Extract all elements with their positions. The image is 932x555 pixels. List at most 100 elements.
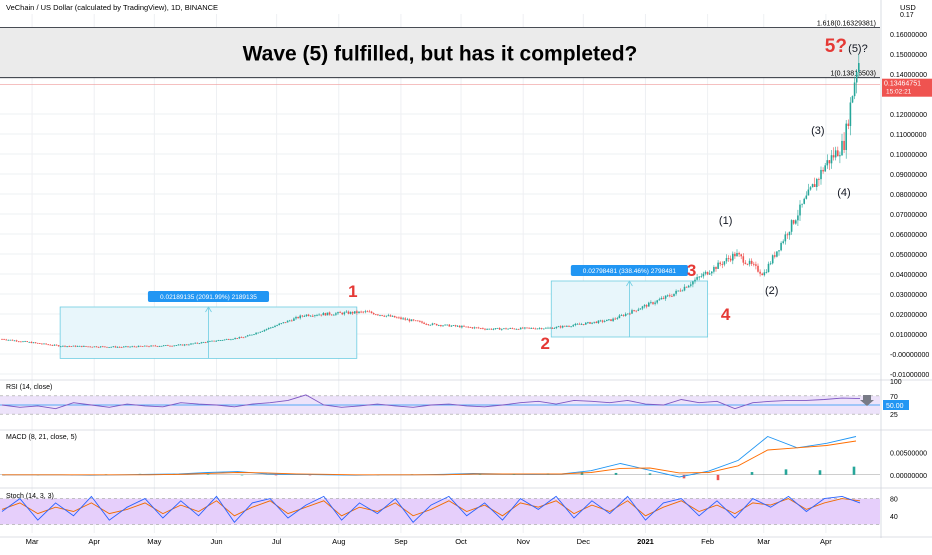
candle-body (744, 262, 747, 264)
candle-body (156, 346, 159, 347)
candle-body (643, 305, 646, 307)
wave-label: (3) (811, 125, 824, 137)
candle-body (171, 345, 173, 347)
candle-body (104, 346, 106, 348)
stoch-d-line (1, 498, 861, 517)
rsi-value-bg (883, 400, 909, 410)
candle-body (549, 327, 551, 329)
x-tick-label: Apr (820, 537, 832, 546)
candle-body (715, 267, 717, 269)
candle-body (837, 150, 839, 157)
candle-body (652, 302, 654, 304)
candle-body (608, 319, 610, 321)
candle-body (631, 310, 633, 314)
candle-body (400, 317, 402, 319)
macd-hist-bar (682, 474, 686, 479)
candle-body (97, 347, 100, 348)
candle-body (223, 339, 226, 341)
candle-body (765, 272, 768, 273)
candle-body (851, 96, 854, 103)
candle-body (91, 346, 94, 348)
candle-body (721, 264, 724, 265)
candle-body (78, 345, 81, 347)
candle-body (316, 315, 318, 316)
candle-body (112, 346, 115, 348)
candle-body (1, 339, 3, 340)
candle-body (450, 325, 453, 327)
candle-body (160, 345, 163, 347)
fib-label-1: 1(0.13816503) (830, 71, 876, 78)
candle-body (820, 169, 822, 180)
candle-body (366, 311, 369, 313)
candle-body (221, 340, 224, 341)
candle-body (228, 339, 230, 340)
candle-body (320, 314, 322, 316)
candle-body (509, 328, 511, 329)
candle-body (543, 328, 545, 330)
candle-body (673, 293, 675, 297)
candle-body (482, 328, 484, 329)
x-tick-label: May (147, 537, 161, 546)
candle-body (834, 150, 837, 158)
candle-body (656, 300, 658, 303)
candle-body (839, 155, 841, 157)
candle-body (158, 346, 161, 347)
candle-body (433, 323, 436, 325)
candle-body (379, 314, 381, 316)
candle-body (734, 253, 736, 257)
macd-line (2, 435, 857, 478)
y-tick-label: 0.09000000 (890, 172, 927, 179)
candle-body (24, 341, 26, 342)
candle-body (32, 342, 35, 344)
candle-body (778, 250, 780, 252)
candle-body (849, 102, 852, 126)
candle-body (326, 312, 329, 316)
candle-body (404, 318, 406, 320)
candle-body (759, 271, 761, 274)
y-tick-label: 0.16000000 (890, 32, 927, 39)
candle-body (645, 305, 648, 307)
candle-body (179, 344, 182, 346)
candle-body (133, 346, 136, 348)
candle-body (570, 326, 572, 328)
candle-body (276, 325, 278, 326)
candle-body (467, 326, 469, 328)
candle-body (593, 321, 595, 323)
candle-body (150, 345, 152, 347)
candle-body (284, 322, 287, 324)
macd-tick: 0.00500000 (890, 450, 927, 457)
candle-body (341, 312, 343, 315)
rsi-label: RSI (14, close) (6, 384, 52, 391)
candle-body (601, 320, 604, 322)
candle-body (251, 334, 253, 336)
candle-body (511, 328, 514, 329)
candle-body (62, 345, 64, 347)
candle-body (603, 321, 606, 322)
candle-body (572, 325, 574, 327)
candle-body (729, 258, 732, 261)
candle-body (26, 341, 28, 342)
candle-body (335, 313, 337, 315)
candle-body (139, 345, 142, 347)
candle-body (57, 345, 60, 347)
candle-body (484, 328, 486, 330)
candle-body (797, 215, 799, 221)
candle-body (328, 312, 331, 315)
candle-body (519, 327, 522, 330)
candle-body (538, 328, 541, 329)
candle-body (22, 341, 24, 343)
candle-body (362, 311, 364, 313)
candle-body (671, 296, 673, 297)
candle-body (295, 317, 297, 319)
candle-body (93, 346, 96, 348)
symbol-title[interactable]: VeChain / US Dollar (calculated by Tradi… (6, 3, 218, 12)
candle-body (662, 298, 665, 299)
candle-body (736, 253, 738, 257)
candle-body (585, 322, 587, 325)
candle-body (566, 326, 568, 327)
candle-body (452, 325, 455, 327)
candle-body (49, 344, 52, 346)
candle-body (314, 315, 316, 317)
y-tick-label: 0.12000000 (890, 112, 927, 119)
